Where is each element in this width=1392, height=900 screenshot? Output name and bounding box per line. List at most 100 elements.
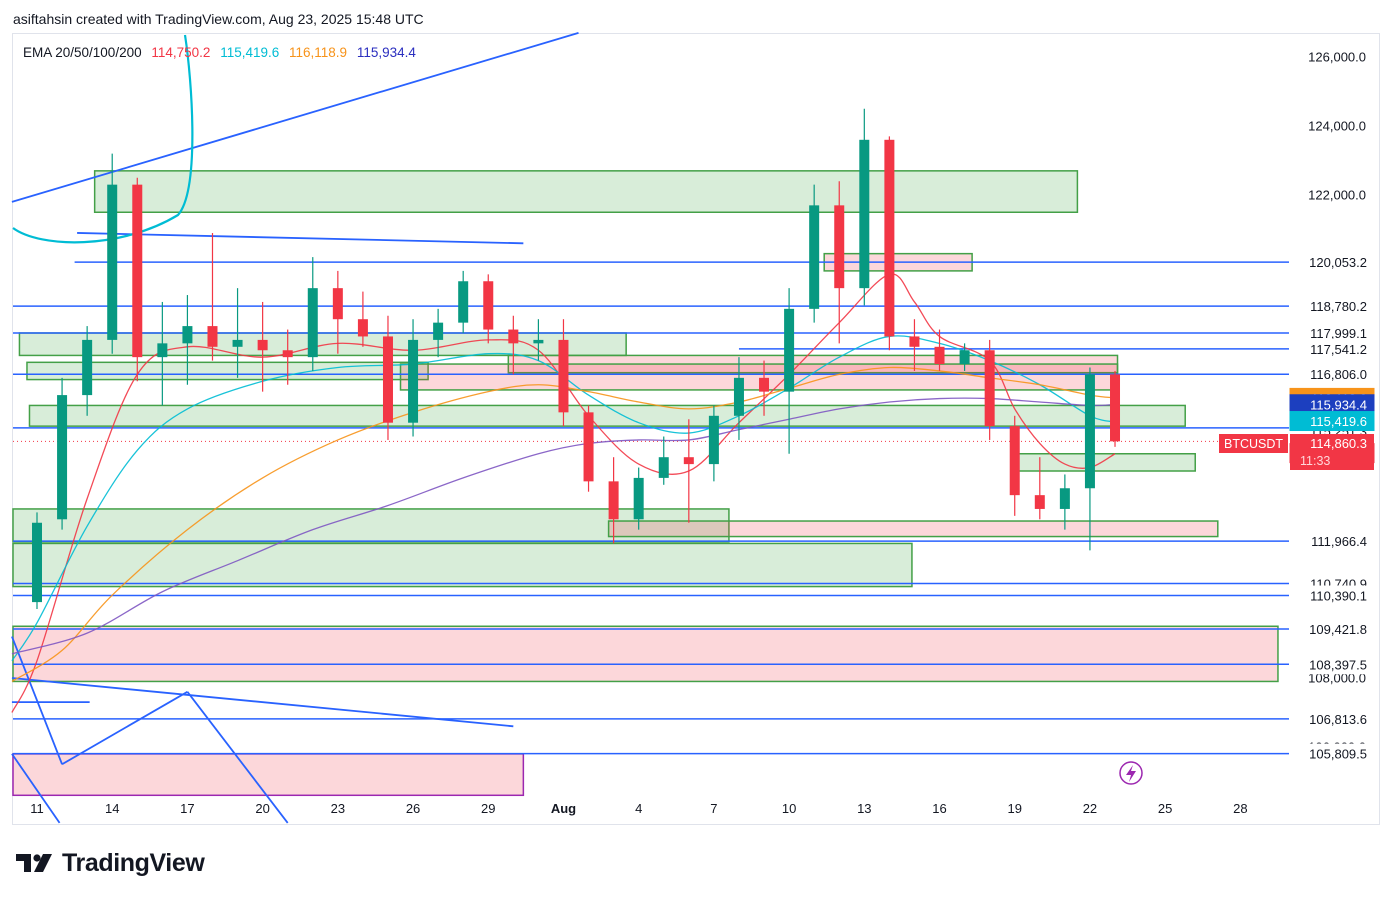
price-tag-box [1289,708,1375,729]
symbol-ticker-box [1219,434,1288,453]
level-price-tag: 105,809.5 [1289,743,1375,764]
price-tag-box [1289,585,1375,606]
candle-body [257,339,268,351]
demand-zone [12,542,913,588]
demand-zone [26,361,429,381]
candle-body [884,139,895,337]
candle-body [1034,495,1045,509]
price-tag-label: 105,809.5 [1309,747,1367,762]
candle-body [934,346,945,365]
current-price-box [1290,434,1374,470]
x-axis-tick-label: 13 [857,801,871,816]
demand-zone [1013,453,1196,472]
price-tag-box [1289,252,1375,273]
level-price-tag: 117,541.2 [1289,338,1375,359]
alert-icon-group [1119,761,1143,785]
x-axis-tick-label: 29 [481,801,495,816]
symbol-price-tag: BTCUSDT 114,860.3 11:33 [1219,434,1374,470]
candle-body [182,326,193,344]
x-axis-tick-label: 28 [1233,801,1247,816]
level-price-tag: 106,813.6 [1289,708,1375,729]
ema-50-line [11,335,1116,662]
price-tag-label: 111,966.4 [1311,534,1367,549]
price-tag-label: 109,421.8 [1309,622,1367,637]
ema-20-line [11,273,1116,713]
lightning-icon [1126,765,1136,782]
level-price-tag: 116,806.0 [1289,364,1375,385]
supply-zone [607,520,1219,538]
x-axis-tick-label: 25 [1158,801,1172,816]
demand-zone [93,170,1079,214]
x-axis-tick-label: 4 [635,801,642,816]
candle-body [984,350,995,427]
price-tag-box [1289,296,1375,317]
x-axis-tick-label: Aug [551,801,576,816]
price-tag-box [1289,411,1375,432]
candle-body [608,481,619,520]
x-axis-tick-label: 11 [30,801,44,816]
candle-body [132,184,143,358]
price-tag-label: 118,780.2 [1310,299,1367,314]
candle-body [307,288,318,358]
x-axis-tick-label: 23 [331,801,345,816]
zones [12,170,1279,797]
x-axis-tick-label: 26 [406,801,420,816]
candle-body [784,308,795,392]
y-axis-tick-label: 126,000.0 [1308,50,1366,65]
tradingview-logo-text: TradingView [62,848,205,877]
supply-zone [399,363,1119,391]
candle-body [408,339,419,423]
ema-200-value: 115,934.4 [356,45,416,60]
candle-body [909,336,920,347]
candle-body [107,184,118,340]
price-tag-label: 115,934.4 [1310,397,1367,412]
ema-price-tag: 115,419.6 [1289,411,1375,432]
level-price-tag: 110,390.1 [1289,585,1375,606]
candle-body [558,339,569,413]
candle-body [533,339,544,344]
ema-legend[interactable]: EMA 20/50/100/200 114,750.2 115,419.6 11… [23,45,422,60]
candle-body [1110,374,1121,442]
price-tag-label: 108,397.5 [1309,657,1367,672]
price-tag-label: 106,813.6 [1309,712,1367,727]
trendline [11,753,61,824]
x-axis-tick-label: 19 [1007,801,1021,816]
price-tag-box [1289,654,1375,675]
candle-body [357,319,368,337]
ema-20-value: 114,750.2 [151,45,211,60]
x-axis-tick-label: 7 [710,801,717,816]
attribution-text: asiftahsin created with TradingView.com,… [13,11,424,27]
trendline [11,636,63,765]
horizontal-levels [13,261,1289,755]
price-tag-box [1289,364,1375,385]
price-tag-label: 120,053.2 [1309,255,1367,270]
y-axis-tick-label: 122,000.0 [1308,188,1366,203]
candle-body [959,350,970,365]
trendline [61,691,188,766]
ema-lines [11,273,1116,713]
price-tag-label: 110,390.1 [1310,589,1367,604]
tradingview-logo[interactable]: TradingView [16,848,205,878]
symbol-ticker: BTCUSDT [1224,437,1283,451]
price-tag-box [1289,338,1375,359]
candle-body [282,350,293,358]
candle-body [733,377,744,416]
axes: 126,000.0124,000.0122,000.0108,000.0106,… [30,50,1366,817]
ema-100-line [11,366,1116,683]
price-tag-label: 116,806.0 [1310,367,1367,382]
x-axis-tick-label: 17 [180,801,194,816]
x-axis-tick-label: 10 [782,801,796,816]
candle-body [583,412,594,482]
y-axis-tick-label: 124,000.0 [1308,119,1366,134]
candle-body [57,395,68,520]
level-price-tag: 108,397.5 [1289,654,1375,675]
trendline [11,677,514,728]
price-tag-label: 115,419.6 [1310,414,1367,429]
trendlines [11,31,579,824]
candle-body [433,322,444,340]
candle-body [859,139,870,289]
x-axis-tick-label: 14 [105,801,119,816]
candle-body [458,281,469,323]
